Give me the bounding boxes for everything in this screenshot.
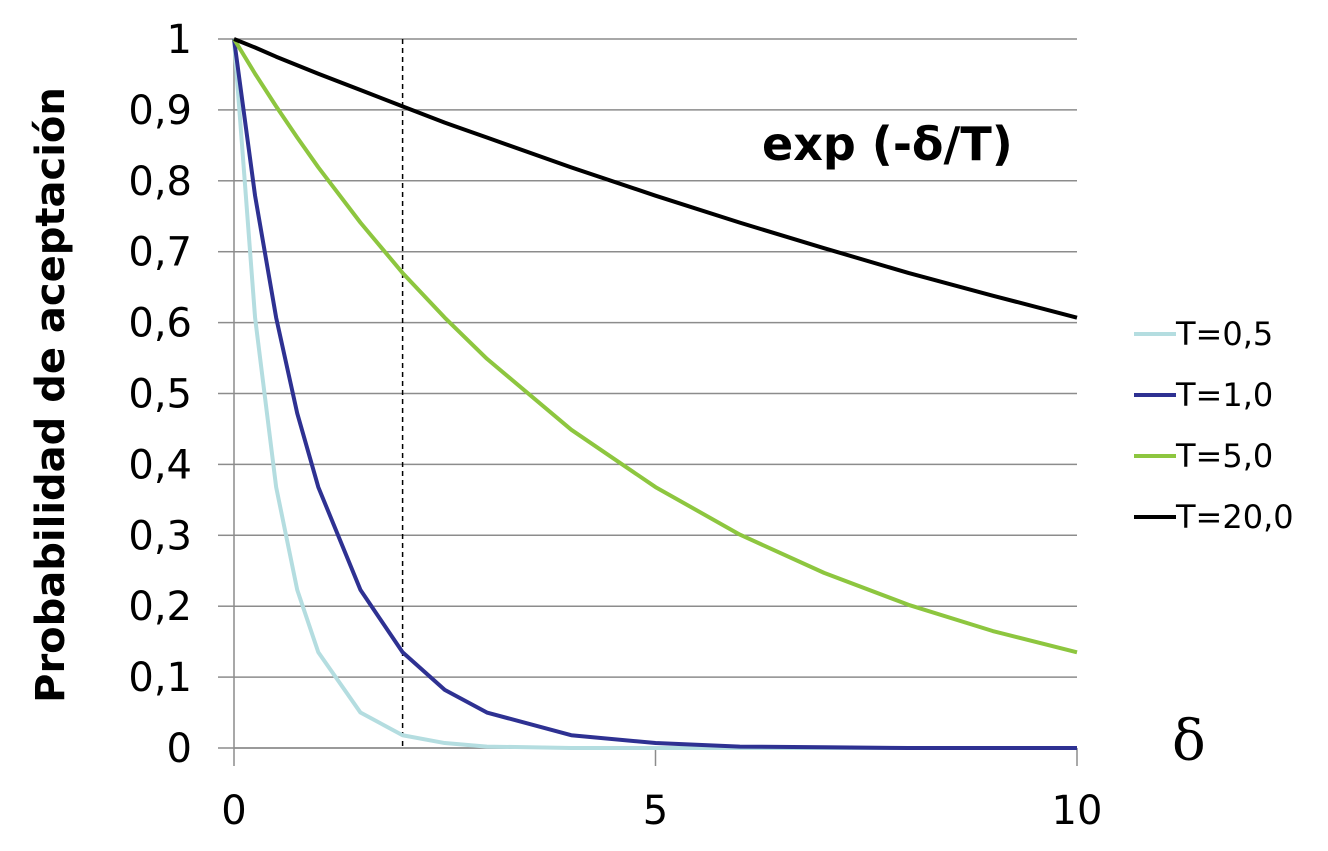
legend: T=0,5 T=1,0 T=5,0 T=20,0 <box>1134 315 1294 536</box>
y-tick-label-9: 0,9 <box>128 88 192 134</box>
legend-item-3: T=20,0 <box>1134 498 1294 536</box>
x-axis-label: δ <box>1172 709 1206 774</box>
x-tick-label-0: 0 <box>221 788 246 834</box>
y-tick-label-3: 0,3 <box>128 513 192 559</box>
legend-item-2: T=5,0 <box>1134 437 1273 475</box>
y-tick-label-5: 0,5 <box>128 372 192 418</box>
series-layer <box>232 37 1078 750</box>
legend-item-0: T=0,5 <box>1134 315 1273 353</box>
x-tick-label-2: 10 <box>1052 788 1103 834</box>
y-tick-label-4: 0,4 <box>128 442 192 488</box>
gridlines <box>234 38 1077 749</box>
y-tick-label-2: 0,2 <box>128 584 192 630</box>
series-line-3 <box>233 37 1078 320</box>
series-line-1 <box>232 38 1077 750</box>
y-tick-label-6: 0,6 <box>128 301 192 347</box>
y-axis-label: Probabilidad de aceptación <box>28 87 74 703</box>
y-tick-label-0: 0 <box>167 726 192 772</box>
x-tick-label-1: 5 <box>643 788 668 834</box>
tick-labels: 00,10,20,30,40,50,60,70,80,910 5 10 <box>128 17 1102 834</box>
y-tick-label-1: 0,1 <box>128 655 192 701</box>
formula-annotation: exp (-δ/T) <box>762 117 1013 171</box>
legend-label-2: T=5,0 <box>1175 437 1273 475</box>
y-tick-label-10: 1 <box>167 17 192 63</box>
series-line-2 <box>232 37 1078 655</box>
legend-label-3: T=20,0 <box>1175 498 1294 536</box>
legend-label-0: T=0,5 <box>1175 315 1273 353</box>
legend-item-1: T=1,0 <box>1134 376 1273 414</box>
y-tick-label-8: 0,8 <box>128 159 192 205</box>
legend-label-1: T=1,0 <box>1175 376 1273 414</box>
y-tick-label-7: 0,7 <box>128 230 192 276</box>
